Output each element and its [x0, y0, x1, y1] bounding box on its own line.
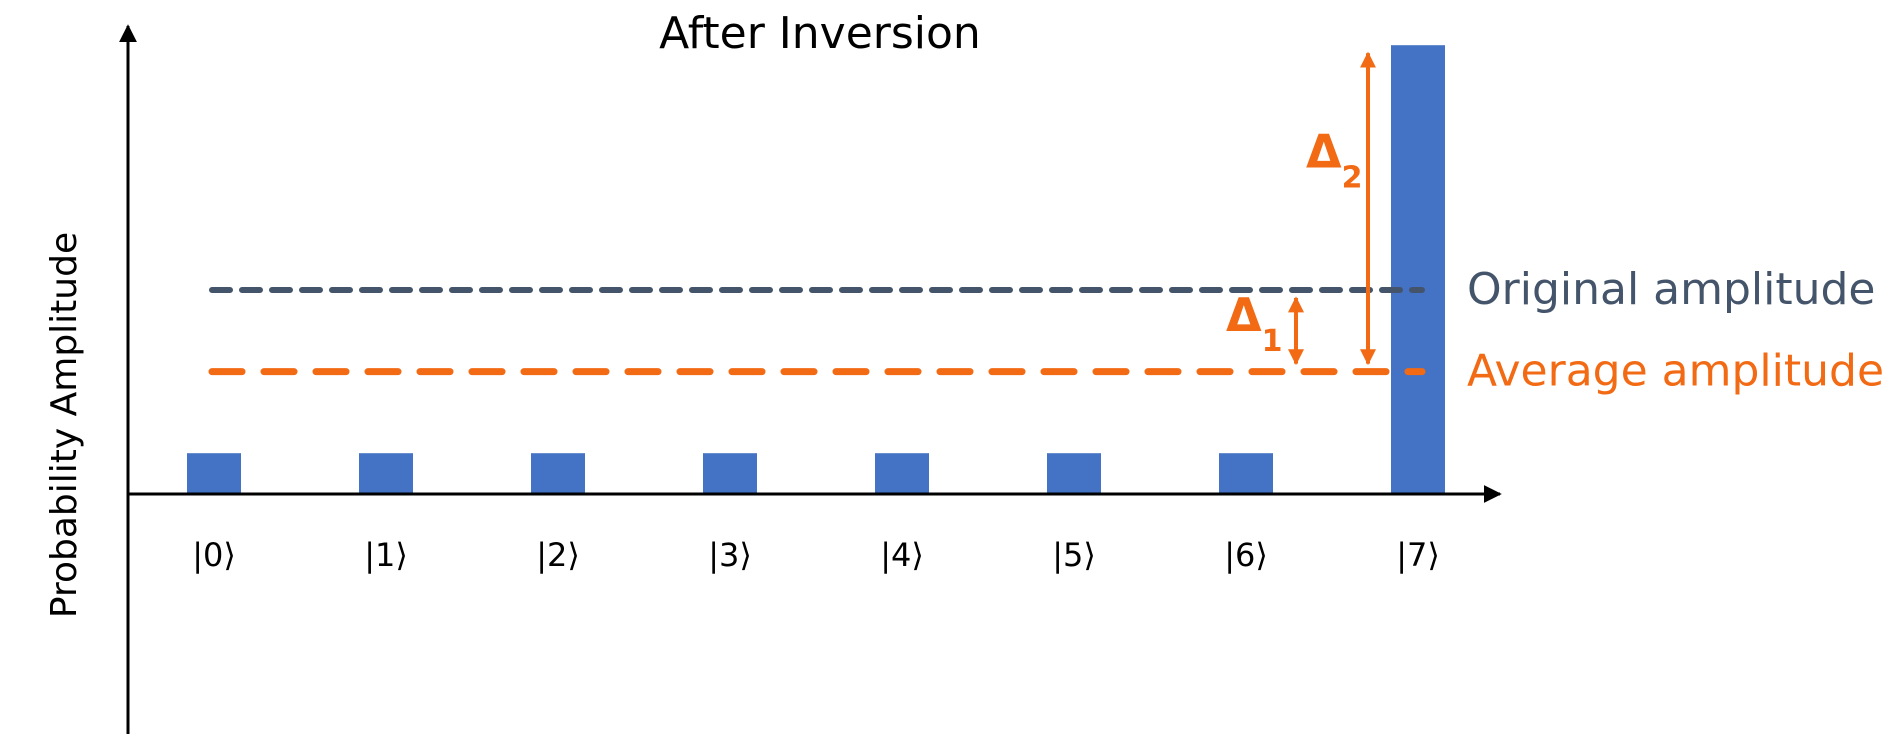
x-tick-label-4: |4⟩ [880, 536, 924, 574]
x-tick-label-5: |5⟩ [1052, 536, 1096, 574]
bars-group [187, 45, 1445, 494]
chart-title: After Inversion [659, 8, 981, 59]
x-tick-labels: |0⟩ |1⟩ |2⟩ |3⟩ |4⟩ |5⟩ |6⟩ |7⟩ [192, 536, 1440, 574]
bar-6 [1219, 453, 1273, 494]
bar-5 [1047, 453, 1101, 494]
bar-4 [875, 453, 929, 494]
bar-1 [359, 453, 413, 494]
y-axis-label: Probability Amplitude [44, 232, 85, 618]
x-tick-label-2: |2⟩ [536, 536, 580, 574]
bar-0 [187, 453, 241, 494]
delta-symbol: Δ [1226, 288, 1262, 342]
reference-label-0: Original amplitude [1467, 264, 1876, 315]
x-tick-label-1: |1⟩ [364, 536, 408, 574]
bar-7 [1391, 45, 1445, 494]
reference-label-1: Average amplitude [1467, 346, 1884, 397]
bar-2 [531, 453, 585, 494]
x-tick-label-3: |3⟩ [708, 536, 752, 574]
axes [119, 24, 1502, 734]
x-tick-label-6: |6⟩ [1224, 536, 1268, 574]
bar-3 [703, 453, 757, 494]
reference-lines [208, 287, 1426, 376]
delta-subscript: 1 [1262, 324, 1283, 359]
delta-label-1: Δ1 [1226, 288, 1282, 359]
delta-label-2: Δ2 [1306, 124, 1362, 195]
delta-symbol: Δ [1306, 124, 1342, 178]
reference-labels: Original amplitude Average amplitude [1467, 264, 1884, 397]
delta-subscript: 2 [1342, 160, 1363, 195]
x-tick-label-0: |0⟩ [192, 536, 236, 574]
x-tick-label-7: |7⟩ [1396, 536, 1440, 574]
